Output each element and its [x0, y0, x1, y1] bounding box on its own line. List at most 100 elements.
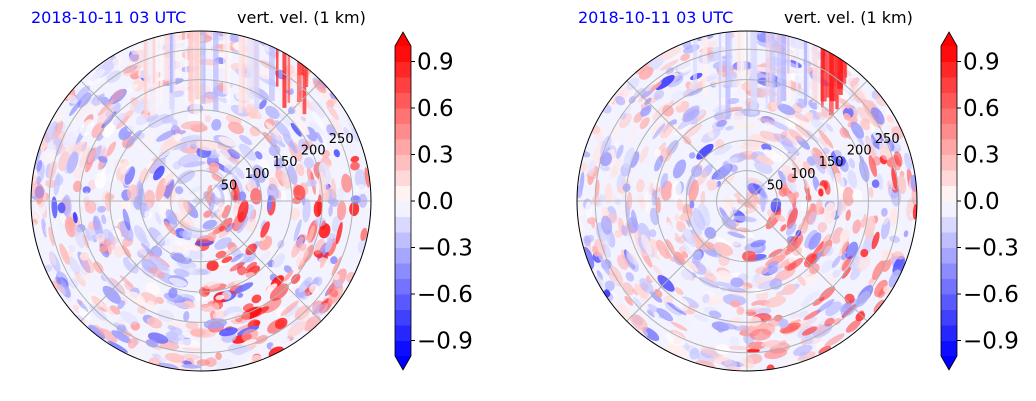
- colorbar-tick-label: 0.6: [963, 96, 1000, 122]
- field-streak: [170, 31, 173, 94]
- field-cell: [696, 143, 714, 160]
- field-cell: [73, 225, 85, 249]
- field-cell: [76, 299, 89, 313]
- field-cell: [709, 355, 733, 365]
- colorbar-segment: [395, 340, 411, 357]
- field-cell: [802, 161, 811, 170]
- field-cell: [138, 133, 157, 150]
- colorbar-tick-label: −0.3: [417, 236, 473, 262]
- field-cell: [857, 106, 871, 123]
- field-cell: [79, 272, 86, 282]
- field-cell: [897, 174, 907, 195]
- field-cell: [249, 306, 270, 318]
- field-cell: [91, 95, 103, 106]
- field-cell: [218, 97, 229, 103]
- field-cell: [64, 216, 76, 238]
- field-cell: [860, 118, 872, 131]
- field-cell: [80, 119, 94, 137]
- colorbar-tick-label: −0.6: [417, 282, 473, 308]
- field-cell: [785, 222, 797, 236]
- grid-spoke: [626, 80, 748, 202]
- field-cell: [218, 327, 238, 337]
- field-cell: [273, 157, 285, 169]
- field-cell: [600, 258, 610, 276]
- field-cell: [89, 96, 97, 105]
- field-cell: [241, 328, 259, 342]
- field-cell: [186, 234, 208, 239]
- field-cell: [283, 265, 292, 273]
- field-cell: [642, 327, 660, 342]
- field-cell: [667, 75, 684, 88]
- field-cell: [317, 257, 328, 270]
- field-streak: [282, 31, 287, 108]
- field-cell: [171, 245, 187, 256]
- field-cell: [736, 306, 745, 316]
- colorbar-tick-label: −0.9: [417, 329, 473, 355]
- field-cell: [649, 229, 657, 238]
- field-cell: [146, 160, 154, 170]
- field-cell: [670, 321, 688, 332]
- field-cell: [713, 144, 733, 156]
- field-cell: [652, 123, 666, 140]
- field-cell: [856, 253, 871, 272]
- radial-tick-label: 250: [875, 132, 900, 147]
- field-cell: [97, 205, 107, 213]
- field-cell: [614, 107, 622, 116]
- field-cell: [119, 311, 139, 325]
- field-cell: [636, 179, 645, 193]
- field-cell: [203, 210, 213, 218]
- field-cell: [734, 110, 744, 117]
- field-cell: [268, 144, 281, 157]
- field-cell: [904, 152, 912, 170]
- field-cell: [62, 194, 72, 218]
- field-cell: [690, 260, 707, 275]
- field-cell: [706, 128, 715, 139]
- field-cell: [615, 95, 626, 106]
- field-cell: [78, 307, 91, 321]
- field-cell: [864, 215, 876, 240]
- field-cell: [803, 111, 814, 123]
- field-cell: [145, 202, 152, 212]
- field-cell: [639, 146, 649, 163]
- field-cell: [852, 219, 862, 234]
- field-cell: [179, 230, 187, 237]
- field-cell: [83, 191, 90, 201]
- field-cell: [715, 119, 728, 128]
- field-cell: [623, 147, 635, 168]
- colorbar-segment: [395, 247, 411, 264]
- field-cell: [266, 283, 278, 293]
- field-cell: [841, 267, 851, 279]
- field-cell: [879, 145, 892, 161]
- field-streak: [834, 31, 838, 78]
- field-cell: [750, 239, 767, 248]
- field-cell: [759, 130, 781, 142]
- field-cell: [245, 243, 257, 256]
- field-cell: [718, 254, 730, 266]
- field-cell: [315, 131, 323, 144]
- field-cell: [156, 129, 176, 142]
- field-cell: [626, 122, 640, 144]
- field-cell: [747, 183, 761, 195]
- field-cell: [825, 301, 842, 317]
- field-cell: [88, 146, 97, 164]
- field-cell: [234, 166, 245, 180]
- field-cell: [321, 149, 330, 159]
- field-cell: [812, 147, 828, 169]
- field-cell: [74, 271, 86, 287]
- field-streak: [246, 31, 249, 112]
- field-cell: [872, 260, 885, 281]
- field-cell: [171, 284, 186, 290]
- field-cell: [175, 186, 184, 195]
- field-cell: [138, 133, 145, 140]
- field-cell: [671, 90, 684, 101]
- field-cell: [305, 179, 318, 187]
- field-cell: [254, 151, 263, 160]
- field-cell: [237, 199, 249, 223]
- field-cell: [92, 145, 102, 162]
- field-cell: [80, 265, 92, 279]
- field-cell: [761, 143, 772, 152]
- field-cell: [802, 267, 812, 276]
- field-streak: [287, 31, 291, 103]
- field-cell: [833, 145, 843, 161]
- field-cell: [621, 225, 628, 237]
